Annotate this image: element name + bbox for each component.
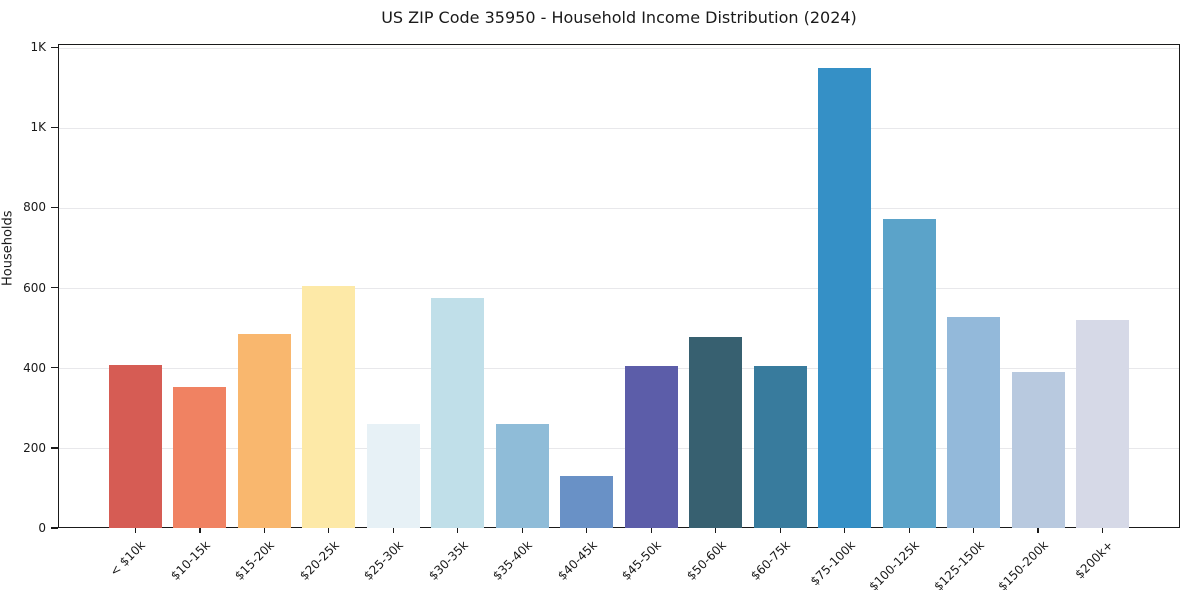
y-tick-mark	[51, 367, 58, 369]
y-tick-mark	[51, 527, 58, 529]
bar-$35-40k	[495, 423, 549, 528]
bar-$150-200k	[1011, 371, 1065, 528]
y-tick-label: 0	[38, 521, 46, 535]
chart-title: US ZIP Code 35950 - Household Income Dis…	[381, 8, 857, 27]
x-tick-mark	[392, 528, 394, 533]
x-tick-mark	[328, 528, 330, 533]
y-tick-mark	[51, 126, 58, 128]
x-tick-mark	[1101, 528, 1104, 533]
bar-$75-100k	[818, 68, 872, 528]
y-tick-label: 200	[23, 440, 46, 455]
y-tick-label: 1K	[30, 40, 46, 55]
y-tick-label: 400	[23, 360, 46, 375]
bar-$10-15k	[173, 386, 227, 528]
y-tick-mark	[51, 206, 58, 209]
x-tick-mark	[586, 528, 588, 533]
bar-$50-60k	[689, 336, 743, 528]
bar-$15-20k	[237, 334, 291, 528]
x-tick-mark	[134, 528, 137, 533]
y-tick-label: 800	[23, 200, 46, 215]
x-tick-mark	[844, 528, 846, 533]
bar-$100-125k	[882, 218, 936, 528]
bar-$60-75k	[753, 366, 807, 528]
x-tick-mark	[199, 528, 201, 533]
y-axis-label: Households	[0, 210, 16, 286]
bar-$45-50k	[624, 365, 678, 528]
x-tick-mark	[908, 528, 910, 533]
gridline	[59, 207, 1179, 209]
bar-$125-150k	[947, 317, 1001, 528]
gridline	[59, 288, 1179, 290]
gridline	[59, 448, 1179, 450]
y-tick-mark	[51, 286, 58, 289]
gridline	[59, 47, 1179, 49]
x-tick-mark	[779, 528, 781, 533]
bar-< $10k	[108, 364, 162, 528]
x-tick-mark	[715, 528, 717, 533]
bar-$40-45k	[560, 476, 614, 528]
x-tick-mark	[650, 528, 652, 533]
x-tick-mark	[457, 528, 459, 533]
y-tick-mark	[51, 46, 58, 48]
y-tick-label: 1K	[30, 120, 46, 135]
y-tick-mark	[51, 447, 58, 449]
bar-$25-30k	[366, 423, 420, 528]
x-tick-mark	[263, 528, 265, 533]
x-tick-mark	[973, 528, 975, 533]
bar-$20-25k	[302, 285, 356, 528]
gridline	[59, 127, 1179, 129]
x-tick-mark	[1037, 528, 1039, 533]
x-tick-label: < $10k	[107, 538, 149, 579]
x-tick-mark	[521, 528, 523, 533]
y-tick-label: 600	[23, 280, 46, 295]
bar-$200k+	[1076, 319, 1130, 528]
bar-$30-35k	[431, 297, 485, 528]
gridline	[59, 368, 1179, 370]
